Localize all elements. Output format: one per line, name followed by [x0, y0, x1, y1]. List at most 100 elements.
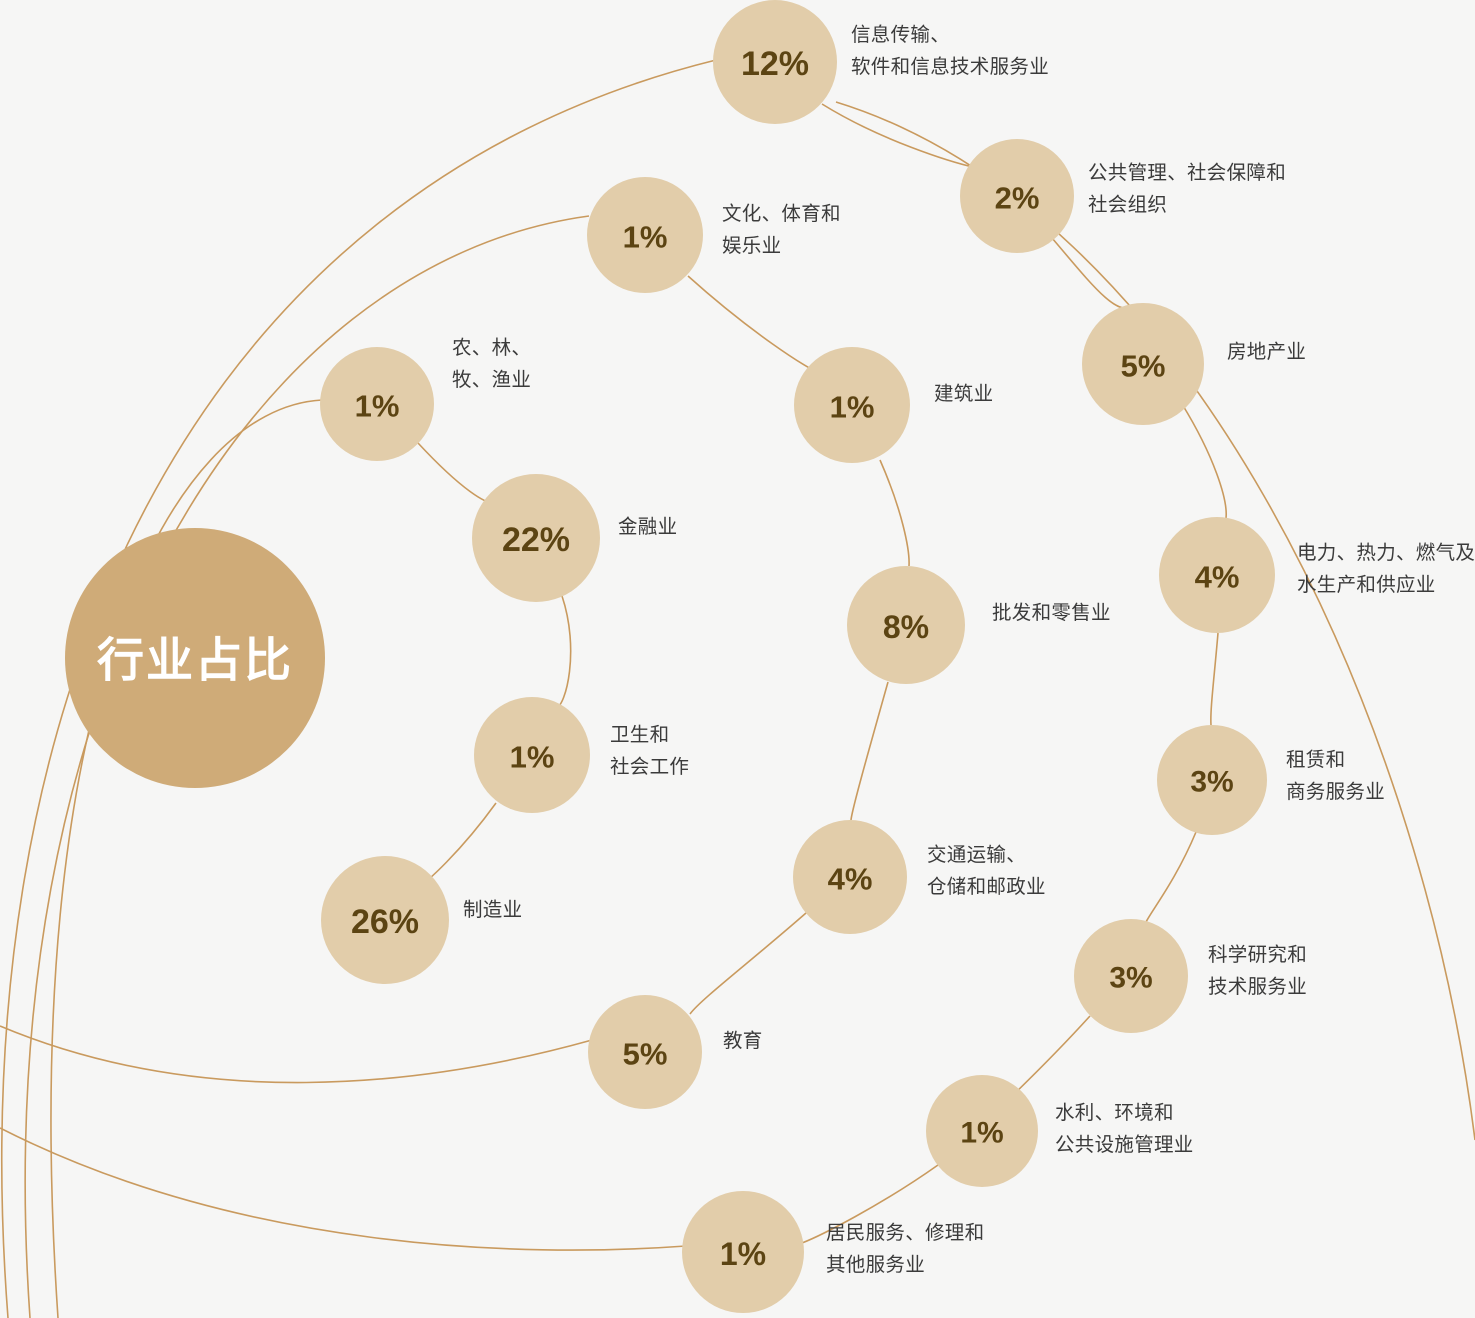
label-line: 教育 [723, 1030, 763, 1052]
connector-c-construction-wholesale [879, 459, 910, 567]
label-line: 技术服务业 [1208, 975, 1308, 998]
label-line: 社会工作 [610, 755, 690, 778]
bubble-circle-transport-storage[interactable] [793, 820, 907, 934]
bubble-percent-wholesale-retail: 8% [883, 609, 929, 645]
connector-c-finance-health [555, 595, 572, 709]
category-label-construction: 建筑业 [934, 379, 993, 411]
bubble-connectors-group [413, 103, 1227, 1244]
bubble-percent-construction: 1% [830, 390, 875, 425]
label-line: 软件和信息技术服务业 [851, 55, 1050, 78]
category-label-manufacturing: 制造业 [463, 895, 522, 927]
bubble-transport-storage[interactable]: 4% [793, 820, 907, 934]
bubble-percent-health-social-work: 1% [510, 740, 555, 775]
connector-c-wholesale-transport [850, 681, 889, 821]
connector-c-transport-education [689, 912, 807, 1015]
label-line: 房地产业 [1227, 341, 1307, 363]
category-label-public-administration: 公共管理、社会保障和 社会组织 [1088, 158, 1286, 221]
bubble-circle-education[interactable] [588, 995, 702, 1109]
connector-c-leasing-research [1145, 831, 1197, 923]
label-line: 商务服务业 [1286, 780, 1386, 803]
bubble-circle-real-estate[interactable] [1082, 303, 1204, 425]
bubble-public-administration[interactable]: 2% [960, 139, 1074, 253]
bubble-circle-leasing-business[interactable] [1157, 725, 1267, 835]
label-line: 居民服务、修理和 [826, 1222, 985, 1244]
bubble-percent-resident-services: 1% [720, 1236, 766, 1272]
label-line: 建筑业 [934, 383, 994, 405]
bubble-wholesale-retail[interactable]: 8% [847, 566, 965, 684]
bubble-percent-education: 5% [623, 1037, 668, 1072]
bubble-circle-culture-sports[interactable] [587, 177, 703, 293]
bubble-percent-finance: 22% [502, 521, 570, 559]
connector-c-realestate-utilities [1181, 403, 1227, 519]
bubble-circle-resident-services[interactable] [682, 1191, 804, 1313]
category-label-scientific-research: 科学研究和技术服务业 [1208, 940, 1307, 1003]
bubble-resident-services[interactable]: 1% [682, 1191, 804, 1313]
label-line: 交通运输、 [927, 844, 1027, 866]
category-label-info-transmission: 信息传输、 软件和信息技术服务业 [851, 20, 1049, 83]
bubble-circle-info-transmission[interactable] [713, 0, 837, 124]
bubble-percent-water-environment: 1% [960, 1117, 1003, 1150]
hub-label: 行业占比 [97, 634, 293, 687]
bubble-education[interactable]: 5% [588, 995, 702, 1109]
label-line: 公共管理、社会保障和 [1088, 162, 1287, 184]
label-line: 制造业 [463, 899, 523, 921]
bubble-circle-construction[interactable] [794, 347, 910, 463]
connector-c-research-water [1007, 1015, 1091, 1101]
bubble-circle-finance[interactable] [472, 474, 600, 602]
bubble-real-estate[interactable]: 5% [1082, 303, 1204, 425]
label-line: 水利、环境和 [1055, 1102, 1174, 1124]
bubble-percent-public-administration: 2% [995, 181, 1040, 216]
bubble-circle-agriculture[interactable] [320, 347, 434, 461]
category-label-resident-services: 居民服务、修理和 其他服务业 [826, 1218, 984, 1281]
connector-c-info-public [821, 103, 978, 169]
bubble-circle-scientific-research[interactable] [1074, 919, 1188, 1033]
label-line: 农、林、 [452, 337, 532, 359]
bubble-utilities[interactable]: 4% [1159, 517, 1275, 633]
bubble-circle-health-social-work[interactable] [474, 697, 590, 813]
label-line: 卫生和 [610, 724, 670, 746]
connector-c-agri-finance [417, 442, 501, 505]
category-label-transport-storage: 交通运输、仓储和邮政业 [927, 840, 1046, 903]
bubbles-group: 12% 2% 5% 4% 3% 3% 1% 1% 5% 4% 8% 1% 1% 1% 22% 1% 26% [320, 0, 1275, 1313]
bubble-finance[interactable]: 22% [472, 474, 600, 602]
bubble-scientific-research[interactable]: 3% [1074, 919, 1188, 1033]
category-label-education: 教育 [723, 1026, 763, 1058]
bubble-info-transmission[interactable]: 12% [713, 0, 837, 124]
label-line: 金融业 [618, 516, 678, 538]
ring-arc-outer-ring [1, 59, 717, 1318]
label-line: 水生产和供应业 [1297, 573, 1436, 596]
bubble-manufacturing[interactable]: 26% [321, 856, 449, 984]
connector-c-utilities-leasing [1210, 632, 1219, 726]
bubble-circle-wholesale-retail[interactable] [847, 566, 965, 684]
label-line: 批发和零售业 [992, 602, 1111, 624]
bubble-percent-leasing-business: 3% [1190, 766, 1233, 799]
bubble-percent-real-estate: 5% [1121, 349, 1166, 384]
bubble-culture-sports[interactable]: 1% [587, 177, 703, 293]
bubble-percent-agriculture: 1% [355, 389, 400, 424]
label-line: 牧、渔业 [452, 368, 532, 391]
bubble-health-social-work[interactable]: 1% [474, 697, 590, 813]
bubble-circle-utilities[interactable] [1159, 517, 1275, 633]
bubble-water-environment[interactable]: 1% [926, 1075, 1038, 1187]
connector-c-water-resident [801, 1164, 939, 1244]
category-label-health-social-work: 卫生和 社会工作 [610, 720, 689, 783]
bubble-circle-manufacturing[interactable] [321, 856, 449, 984]
category-label-culture-sports: 文化、体育和 娱乐业 [722, 199, 841, 262]
bubble-percent-utilities: 4% [1195, 560, 1240, 595]
label-line: 科学研究和 [1208, 944, 1308, 966]
bubble-leasing-business[interactable]: 3% [1157, 725, 1267, 835]
bubble-agriculture[interactable]: 1% [320, 347, 434, 461]
label-line: 社会组织 [1088, 193, 1168, 216]
label-line: 仓储和邮政业 [927, 875, 1046, 898]
bubble-circle-water-environment[interactable] [926, 1075, 1038, 1187]
hub-group: 行业占比 [65, 528, 325, 788]
bubble-percent-scientific-research: 3% [1109, 962, 1152, 995]
hub-circle[interactable] [65, 528, 325, 788]
bubble-percent-manufacturing: 26% [351, 903, 419, 941]
bubble-circle-public-administration[interactable] [960, 139, 1074, 253]
bubble-percent-info-transmission: 12% [741, 45, 809, 83]
bubble-construction[interactable]: 1% [794, 347, 910, 463]
bubble-percent-transport-storage: 4% [828, 862, 873, 897]
